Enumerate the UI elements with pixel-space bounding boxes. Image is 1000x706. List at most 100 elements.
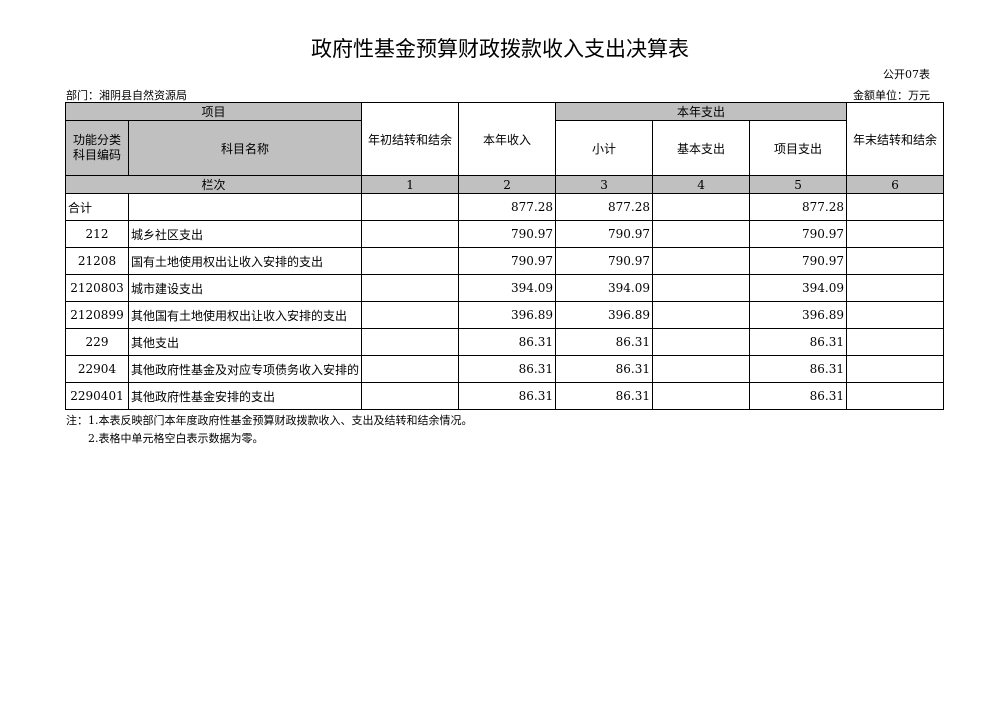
cell <box>846 247 945 275</box>
cell: 年末结转和结余 <box>846 102 945 176</box>
cell: 2120803 <box>65 274 129 302</box>
cell: 5 <box>749 175 848 194</box>
row: 合计 877.28 877.28 877.28 <box>65 193 945 221</box>
table: 项目 年初结转和结余 本年收入 本年支出 年末结转和结余 功能分类 科目编码 科目名称 小计基… <box>64 102 945 410</box>
row: 2120803 城市建设支出 394.09 394.09 394.09 <box>65 274 945 302</box>
department: 部门：湘阴县自然资源局 <box>66 89 187 102</box>
cell: 877.28 <box>749 193 848 221</box>
cell <box>652 301 751 329</box>
row: 2290401 其他政府性基金安排的支出 86.31 86.31 86.31 <box>65 382 945 410</box>
cell: 项目支出 <box>749 120 848 176</box>
cell: 城乡社区支出 <box>127 220 363 248</box>
cell <box>361 328 460 356</box>
cell: 栏次 <box>64 175 363 194</box>
row: 功能分类 科目编码 科目名称 小计 基本支出 项目支出 <box>65 120 944 176</box>
cell <box>361 193 460 221</box>
cell: 其他支出 <box>127 328 363 356</box>
cell: 394.09 <box>555 274 654 302</box>
title: 政府性基金预算财政拨款收入支出决算表 <box>311 37 689 61</box>
cell: 21208 <box>65 247 129 275</box>
cell: 基本支出 <box>652 120 751 176</box>
cell: 86.31 <box>749 328 848 356</box>
cell: 科目名称 <box>127 120 363 176</box>
cell: 86.31 <box>749 355 848 383</box>
cell: 功能分类 科目编码 <box>65 120 129 176</box>
cell: 86.31 <box>555 382 654 410</box>
cell: 年初结转和结余 <box>361 102 460 176</box>
cell: 22904 <box>65 355 129 383</box>
note: 2.表格中单元格空白表示数据为零。 <box>88 432 264 445</box>
cell: 其他国有土地使用权出让收入安排的支出 <box>127 301 363 329</box>
row: 229 其他支出 86.31 86.31 86.31 <box>65 328 945 356</box>
cell: 86.31 <box>555 355 654 383</box>
cell <box>127 193 363 221</box>
cell <box>846 274 945 302</box>
form-number: 公开07表 <box>883 68 930 81</box>
cell: 86.31 <box>749 382 848 410</box>
cell <box>652 247 751 275</box>
cell: 城市建设支出 <box>127 274 363 302</box>
cell: 2 <box>458 175 557 194</box>
cell: 394.09 <box>458 274 557 302</box>
cell <box>846 382 945 410</box>
cell: 其他政府性基金安排的支出 <box>127 382 363 410</box>
unit: 金额单位：万元 <box>853 89 930 102</box>
cell <box>846 301 945 329</box>
cell: 本年支出 <box>555 102 848 121</box>
row: 212 城乡社区支出 790.97 790.97 790.97 <box>65 220 945 248</box>
cell <box>361 301 460 329</box>
cell: 396.89 <box>555 301 654 329</box>
cell: 86.31 <box>458 355 557 383</box>
cell: 229 <box>65 328 129 356</box>
cell: 6 <box>846 175 945 194</box>
cell: 86.31 <box>555 328 654 356</box>
row: 项目 年初结转和结余 本年收入 本年支出 年末结转和结余 <box>64 102 945 176</box>
cell: 396.89 <box>749 301 848 329</box>
note: 注：1.本表反映部门本年度政府性基金预算财政拨款收入、支出及结转和结余情况。 <box>66 414 473 427</box>
cell: 4 <box>652 175 751 194</box>
cell: 3 <box>555 175 654 194</box>
cell: 86.31 <box>458 328 557 356</box>
cell: 其他政府性基金及对应专项债务收入安排的 <box>127 355 363 383</box>
cell: 790.97 <box>555 247 654 275</box>
row: 22904 其他政府性基金及对应专项债务收入安排的 86.31 86.31 86.31 <box>65 355 945 383</box>
cell <box>652 193 751 221</box>
cell <box>361 382 460 410</box>
cell: 212 <box>65 220 129 248</box>
cell: 790.97 <box>555 220 654 248</box>
cell <box>652 382 751 410</box>
cell: 877.28 <box>458 193 557 221</box>
row: 栏次 1 2 3 4 5 6 <box>64 175 945 194</box>
cell <box>652 355 751 383</box>
cell: 790.97 <box>749 220 848 248</box>
cell: 2120899 <box>65 301 129 329</box>
cell <box>361 355 460 383</box>
cell: 790.97 <box>749 247 848 275</box>
cell <box>652 328 751 356</box>
cell <box>361 247 460 275</box>
cell <box>846 355 945 383</box>
cell: 小计 <box>555 120 654 176</box>
cell <box>846 220 945 248</box>
cell: 国有土地使用权出让收入安排的支出 <box>127 247 363 275</box>
cell: 合计 <box>65 193 129 221</box>
cell: 877.28 <box>555 193 654 221</box>
cell <box>361 220 460 248</box>
cell <box>846 328 945 356</box>
cell: 1 <box>361 175 460 194</box>
cell: 790.97 <box>458 247 557 275</box>
cell: 394.09 <box>749 274 848 302</box>
cell: 本年收入 <box>458 102 557 176</box>
cell <box>846 193 945 221</box>
row: 21208 国有土地使用权出让收入安排的支出 790.97 790.97 790.97 <box>65 247 945 275</box>
cell: 86.31 <box>458 382 557 410</box>
cell: 2290401 <box>65 382 129 410</box>
row: 2120899 其他国有土地使用权出让收入安排的支出 396.89 396.89 396… <box>65 301 945 329</box>
cell <box>361 274 460 302</box>
cell: 790.97 <box>458 220 557 248</box>
cell <box>652 220 751 248</box>
cell: 396.89 <box>458 301 557 329</box>
cell <box>652 274 751 302</box>
cell: 项目 <box>64 102 363 121</box>
